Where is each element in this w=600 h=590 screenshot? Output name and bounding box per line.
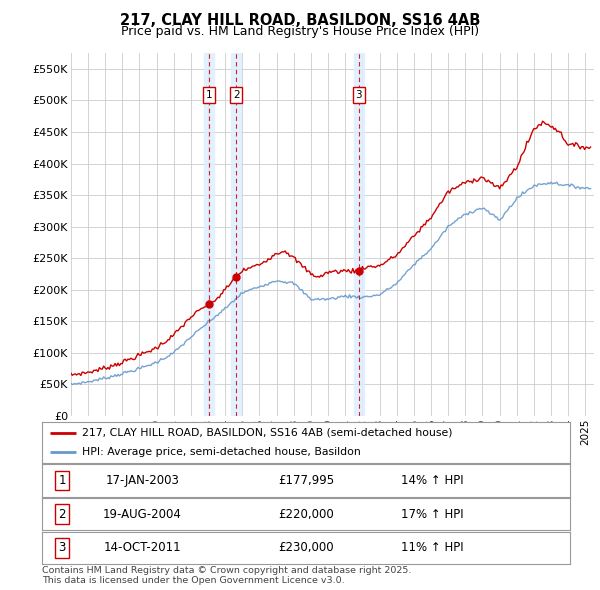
Text: 14-OCT-2011: 14-OCT-2011 [104, 541, 181, 555]
Text: 17-JAN-2003: 17-JAN-2003 [106, 474, 179, 487]
Bar [353, 53, 364, 416]
Text: 217, CLAY HILL ROAD, BASILDON, SS16 4AB: 217, CLAY HILL ROAD, BASILDON, SS16 4AB [120, 13, 480, 28]
Text: 1: 1 [58, 474, 66, 487]
Text: 2: 2 [233, 90, 239, 100]
Text: 217, CLAY HILL ROAD, BASILDON, SS16 4AB (semi-detached house): 217, CLAY HILL ROAD, BASILDON, SS16 4AB … [82, 428, 452, 438]
Text: 1: 1 [206, 90, 212, 100]
Text: 3: 3 [356, 90, 362, 100]
Text: 14% ↑ HPI: 14% ↑ HPI [401, 474, 464, 487]
Text: 2: 2 [58, 507, 66, 521]
Text: £177,995: £177,995 [278, 474, 334, 487]
Bar [231, 53, 241, 416]
Text: Price paid vs. HM Land Registry's House Price Index (HPI): Price paid vs. HM Land Registry's House … [121, 25, 479, 38]
Text: 11% ↑ HPI: 11% ↑ HPI [401, 541, 464, 555]
Text: 17% ↑ HPI: 17% ↑ HPI [401, 507, 464, 521]
Text: HPI: Average price, semi-detached house, Basildon: HPI: Average price, semi-detached house,… [82, 447, 361, 457]
Text: £230,000: £230,000 [278, 541, 334, 555]
Text: 3: 3 [58, 541, 66, 555]
Text: £220,000: £220,000 [278, 507, 334, 521]
Bar [204, 53, 214, 416]
Text: 19-AUG-2004: 19-AUG-2004 [103, 507, 182, 521]
Text: Contains HM Land Registry data © Crown copyright and database right 2025.
This d: Contains HM Land Registry data © Crown c… [42, 566, 412, 585]
